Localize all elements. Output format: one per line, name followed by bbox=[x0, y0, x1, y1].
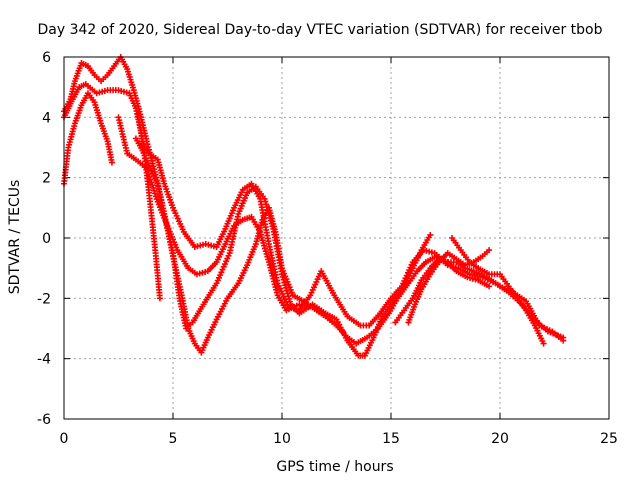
x-tick-label: 10 bbox=[273, 431, 291, 447]
y-tick-label: -6 bbox=[37, 412, 51, 428]
chart-title: Day 342 of 2020, Sidereal Day-to-day VTE… bbox=[37, 22, 602, 38]
x-tick-label: 5 bbox=[169, 431, 178, 447]
data-point-markers bbox=[132, 135, 347, 356]
y-tick-label: 6 bbox=[42, 50, 51, 66]
y-tick-label: 4 bbox=[42, 110, 51, 126]
data-marks bbox=[61, 54, 567, 359]
data-point-markers bbox=[449, 235, 547, 347]
series-arc7 bbox=[405, 247, 493, 326]
y-tick-label: 0 bbox=[42, 231, 51, 247]
plot-frame bbox=[63, 56, 610, 420]
series-arc9 bbox=[392, 256, 493, 326]
x-axis-label: GPS time / hours bbox=[276, 459, 393, 475]
y-tick-label: -2 bbox=[37, 291, 51, 307]
y-axis-label: SDTVAR / TECUs bbox=[7, 180, 23, 295]
series-arc6 bbox=[132, 135, 347, 356]
x-tick-label: 0 bbox=[60, 431, 69, 447]
x-tick-label: 25 bbox=[600, 431, 618, 447]
data-point-markers bbox=[392, 256, 493, 326]
series-arc8 bbox=[449, 235, 547, 347]
x-tick-label: 15 bbox=[382, 431, 400, 447]
x-tick-label: 20 bbox=[491, 431, 509, 447]
y-tick-label: 2 bbox=[42, 171, 51, 187]
y-tick-label: -4 bbox=[37, 352, 51, 368]
data-point-markers bbox=[405, 247, 493, 326]
